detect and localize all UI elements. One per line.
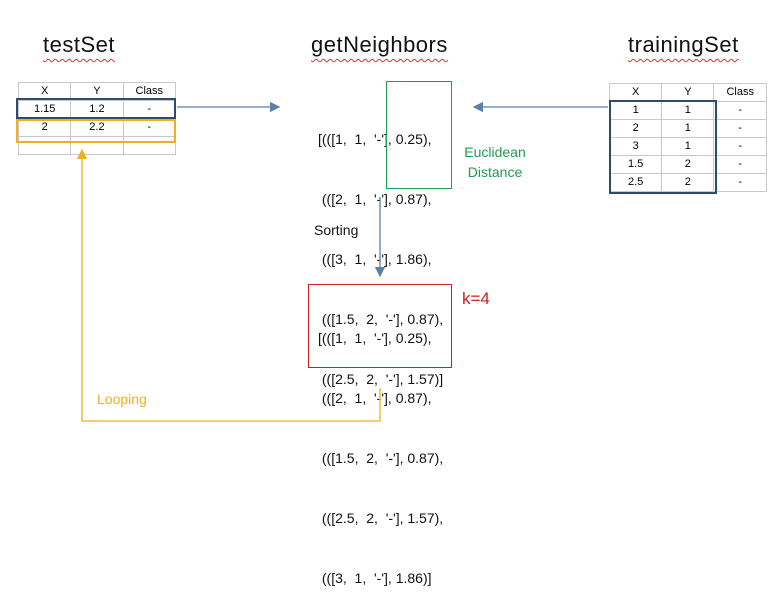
header-class: Class [713, 83, 767, 102]
table-row: 2.5 2 - [608, 173, 767, 192]
distance-line: (([2.5, 2, '-'], 1.57)] [318, 371, 444, 387]
training-set-title: trainingSet [628, 32, 739, 57]
k-nearest-highlight [308, 284, 452, 368]
distance-line: (([3, 1, '-'], 1.86), [318, 251, 432, 267]
euclidean-distance-label: Euclidean Distance [459, 142, 531, 182]
sorted-line: (([1.5, 2, '-'], 0.87), [318, 450, 444, 466]
sorted-line: [(([1, 1, '-'], 0.25), [318, 330, 432, 346]
empty-cell [122, 136, 177, 155]
euclidean-label-line2: Distance [467, 164, 523, 180]
distance-line: (([1.5, 2, '-'], 0.87), [318, 311, 444, 327]
test-row-2-highlight [16, 119, 176, 143]
distance-list: [(([1, 1, '-'], 0.25), (([2, 1, '-'], 0.… [318, 89, 443, 409]
looping-label: Looping [97, 391, 147, 407]
arrows-overlay [76, 101, 608, 422]
distance-line: [(([1, 1, '-'], 0.25), [318, 131, 432, 147]
cell-x: 2.5 [608, 173, 663, 192]
distance-column-highlight [386, 81, 452, 189]
sorting-label: Sorting [314, 222, 359, 238]
table-row [17, 136, 177, 155]
get-neighbors-title: getNeighbors [311, 32, 448, 57]
cell-y: 2 [661, 173, 715, 192]
test-set-title: testSet [43, 32, 115, 57]
k-value-label: k=4 [462, 289, 490, 308]
test-row-1-highlight [16, 98, 176, 119]
cell-class: - [713, 173, 767, 192]
cell-y: 1.2 [70, 100, 124, 119]
training-xy-highlight [609, 100, 717, 194]
sorted-line: (([3, 1, '-'], 1.86)] [318, 570, 432, 586]
sorted-line: (([2, 1, '-'], 0.87), [318, 390, 432, 406]
euclidean-label-line1: Euclidean [464, 144, 526, 160]
empty-cell [17, 136, 72, 155]
test-set-table: X Y Class 1.15 1.2 - 2 2.2 - [17, 82, 177, 155]
looping-arrow [76, 148, 381, 422]
sorted-line: (([2.5, 2, '-'], 1.57), [318, 510, 444, 526]
table-row: 2 1 - [608, 119, 767, 138]
distance-line: (([2, 1, '-'], 0.87), [318, 191, 432, 207]
